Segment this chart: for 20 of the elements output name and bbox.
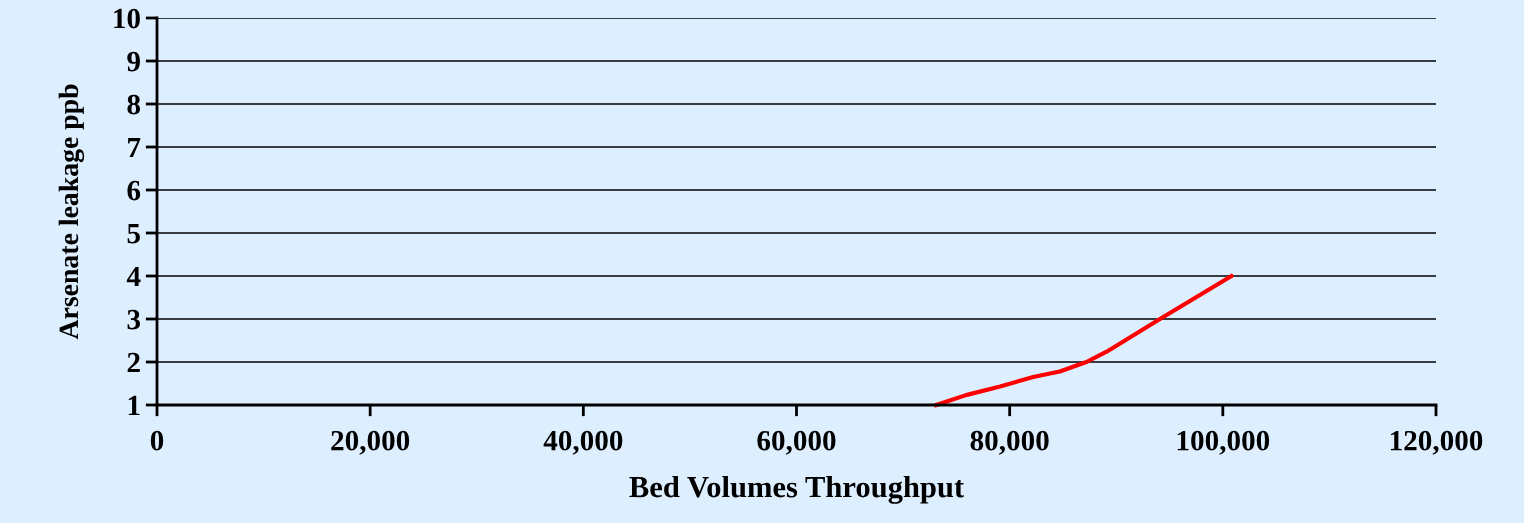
y-tick-label: 3 <box>127 309 141 330</box>
y-tick-label: 7 <box>128 138 141 158</box>
y-tick-label: 6 <box>127 180 141 201</box>
y-tick-label: 9 <box>127 51 140 72</box>
y-tick-label: 10 <box>114 8 140 29</box>
x-tick-label: 120,000 <box>1390 430 1483 455</box>
y-tick-label: 1 <box>128 395 140 416</box>
x-tick-label: 80,000 <box>970 430 1049 455</box>
x-tick-label: 0 <box>150 430 164 451</box>
x-tick-label: 60,000 <box>757 430 836 455</box>
y-tick-label: 5 <box>127 224 140 244</box>
y-tick-label: 4 <box>126 266 141 287</box>
line-series <box>934 273 1234 408</box>
y-tick-label: 8 <box>127 94 141 115</box>
x-tick-label: 40,000 <box>543 430 623 455</box>
y-tick-label: 2 <box>127 352 140 373</box>
y-axis-title: Arsenate leakage ppb <box>58 84 85 340</box>
x-axis-title: Bed Volumes Throughput <box>629 475 964 504</box>
x-tick-label: 100,000 <box>1177 430 1270 455</box>
x-tick-label: 20,000 <box>331 430 410 455</box>
